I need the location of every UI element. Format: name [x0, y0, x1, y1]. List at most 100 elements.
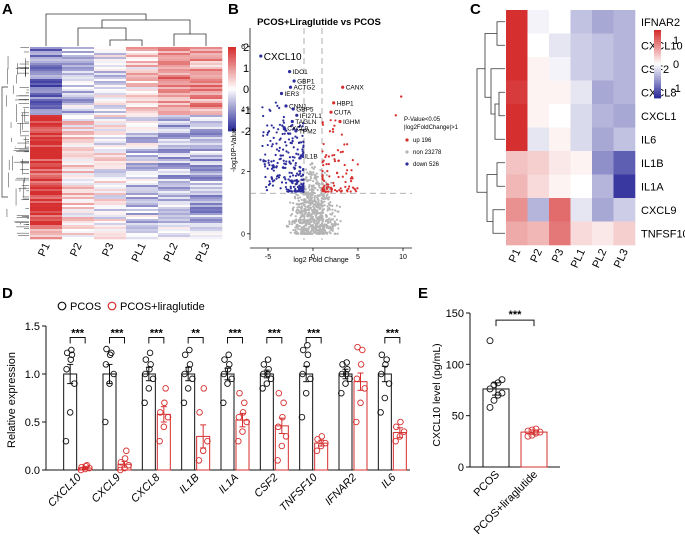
volcano-point-non	[297, 208, 300, 212]
heatmap-a-cell	[94, 89, 127, 92]
heatmap-a-cell	[190, 201, 223, 204]
heatmap-a-cell	[126, 61, 159, 64]
volcano-point-down	[268, 163, 271, 167]
volcano-point-down	[297, 141, 300, 145]
volcano-point-down	[288, 189, 291, 193]
bar-d-point	[343, 359, 350, 366]
bar-d-point	[161, 399, 168, 407]
colorbar-segment	[228, 69, 236, 72]
heatmap-a-cell	[30, 233, 63, 236]
volcano-point-non	[301, 222, 304, 225]
heatmap-a-cell	[190, 113, 223, 116]
colorbar-segment	[228, 85, 236, 88]
heatmap-a-cell	[94, 139, 127, 142]
heatmap-a-cell	[30, 217, 63, 220]
heatmap-a-cell	[126, 53, 159, 56]
heatmap-a-cell	[126, 209, 159, 212]
volcano-point-up	[350, 180, 353, 183]
bar-d-point	[357, 399, 364, 407]
volcano-labeled-point	[259, 54, 263, 58]
volcano-point-non	[318, 186, 321, 189]
colorbar-segment	[228, 55, 236, 58]
heatmap-a-cell	[126, 159, 159, 162]
volcano-point-up	[321, 161, 324, 164]
volcano-point-up	[339, 150, 342, 154]
bar-d-significance-bracket	[227, 337, 243, 344]
volcano-point-non	[322, 208, 326, 211]
bar-e-point	[498, 376, 506, 384]
heatmap-a-cell	[62, 193, 95, 196]
volcano-title: PCOS+Liraglutide vs PCOS	[257, 17, 381, 28]
heatmap-a-cell	[94, 171, 127, 174]
volcano-point-non	[290, 213, 294, 216]
heatmap-a-cell	[62, 219, 95, 222]
heatmap-a-cell	[158, 165, 191, 168]
volcano-point-up	[331, 154, 334, 157]
volcano-x-tick-label: 5	[356, 254, 360, 261]
volcano-point-down	[295, 152, 298, 155]
dendrogram-branch	[101, 19, 191, 34]
bar-d-point	[377, 409, 384, 416]
heatmap-a-cell	[94, 177, 127, 180]
heatmap-a-cell	[30, 91, 63, 94]
bar-d-point	[164, 413, 172, 421]
volcano-point-non	[313, 203, 316, 206]
heatmap-a-cell	[62, 181, 95, 184]
heatmap-a-cell	[126, 177, 159, 180]
volcano-point-down	[272, 164, 275, 167]
heatmap-c-cell	[527, 127, 550, 152]
volcano-point-non	[303, 215, 306, 218]
heatmap-a-cell	[126, 199, 159, 202]
heatmap-c-cells	[506, 10, 636, 246]
volcano-point-down	[275, 131, 278, 134]
bar-d-bar	[299, 373, 314, 471]
colorbar-segment	[228, 59, 236, 62]
bar-d-point	[156, 409, 164, 416]
heatmap-a-cell	[94, 107, 127, 110]
heatmap-a-column-label: P3	[100, 241, 117, 258]
heatmap-a-cell	[190, 147, 223, 150]
heatmap-a-cell	[30, 67, 63, 70]
volcano-legend-marker-non	[405, 150, 409, 154]
bar-d-point	[280, 399, 287, 407]
volcano-point-non	[337, 223, 340, 226]
volcano-point-down	[275, 165, 278, 169]
heatmap-a-cell	[94, 193, 127, 196]
bar-d-point	[377, 370, 385, 378]
heatmap-a-cell	[94, 237, 127, 240]
bar-d-point	[397, 418, 404, 426]
volcano-point-non	[312, 205, 315, 208]
heatmap-a-cell	[158, 157, 191, 160]
heatmap-a-cell	[62, 91, 95, 94]
bar-d-point	[110, 370, 117, 378]
bar-d-point	[239, 428, 246, 435]
heatmap-a-cell	[94, 231, 127, 234]
bar-d-point	[382, 361, 389, 368]
colorbar-segment	[654, 68, 661, 71]
heatmap-a-cell	[62, 213, 95, 216]
volcano-point-up	[340, 133, 343, 136]
colorbar-segment	[654, 56, 661, 59]
heatmap-a-cell	[158, 215, 191, 218]
volcano-point-down	[270, 177, 274, 181]
heatmap-a-cell	[158, 67, 191, 70]
heatmap-c-cell	[506, 198, 528, 222]
volcano-point-down	[297, 173, 300, 177]
heatmap-a-cell	[190, 77, 223, 80]
heatmap-a-cell	[126, 237, 159, 240]
volcano-point-down	[287, 151, 290, 154]
heatmap-a-cell	[30, 231, 63, 234]
heatmap-a-cell	[30, 117, 63, 120]
heatmap-a-cell	[62, 197, 95, 200]
volcano-point-non	[331, 226, 334, 229]
heatmap-a-cell	[158, 91, 191, 94]
heatmap-a-cell	[126, 227, 159, 230]
heatmap-a-cell	[126, 137, 159, 140]
bar-d-point	[142, 356, 150, 363]
heatmap-a-cell	[126, 173, 159, 176]
colorbar-segment	[228, 127, 236, 130]
volcano-point-non	[294, 231, 297, 234]
bar-d-point	[299, 346, 307, 354]
